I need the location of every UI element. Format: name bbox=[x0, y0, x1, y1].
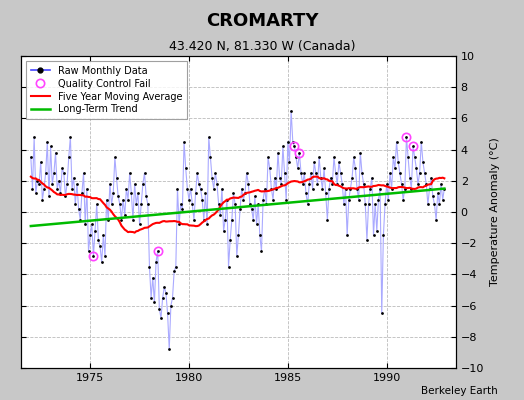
Text: 43.420 N, 81.330 W (Canada): 43.420 N, 81.330 W (Canada) bbox=[169, 40, 355, 53]
Text: Berkeley Earth: Berkeley Earth bbox=[421, 386, 498, 396]
Y-axis label: Temperature Anomaly (°C): Temperature Anomaly (°C) bbox=[489, 138, 500, 286]
Text: CROMARTY: CROMARTY bbox=[206, 12, 318, 30]
Legend: Raw Monthly Data, Quality Control Fail, Five Year Moving Average, Long-Term Tren: Raw Monthly Data, Quality Control Fail, … bbox=[26, 61, 187, 119]
